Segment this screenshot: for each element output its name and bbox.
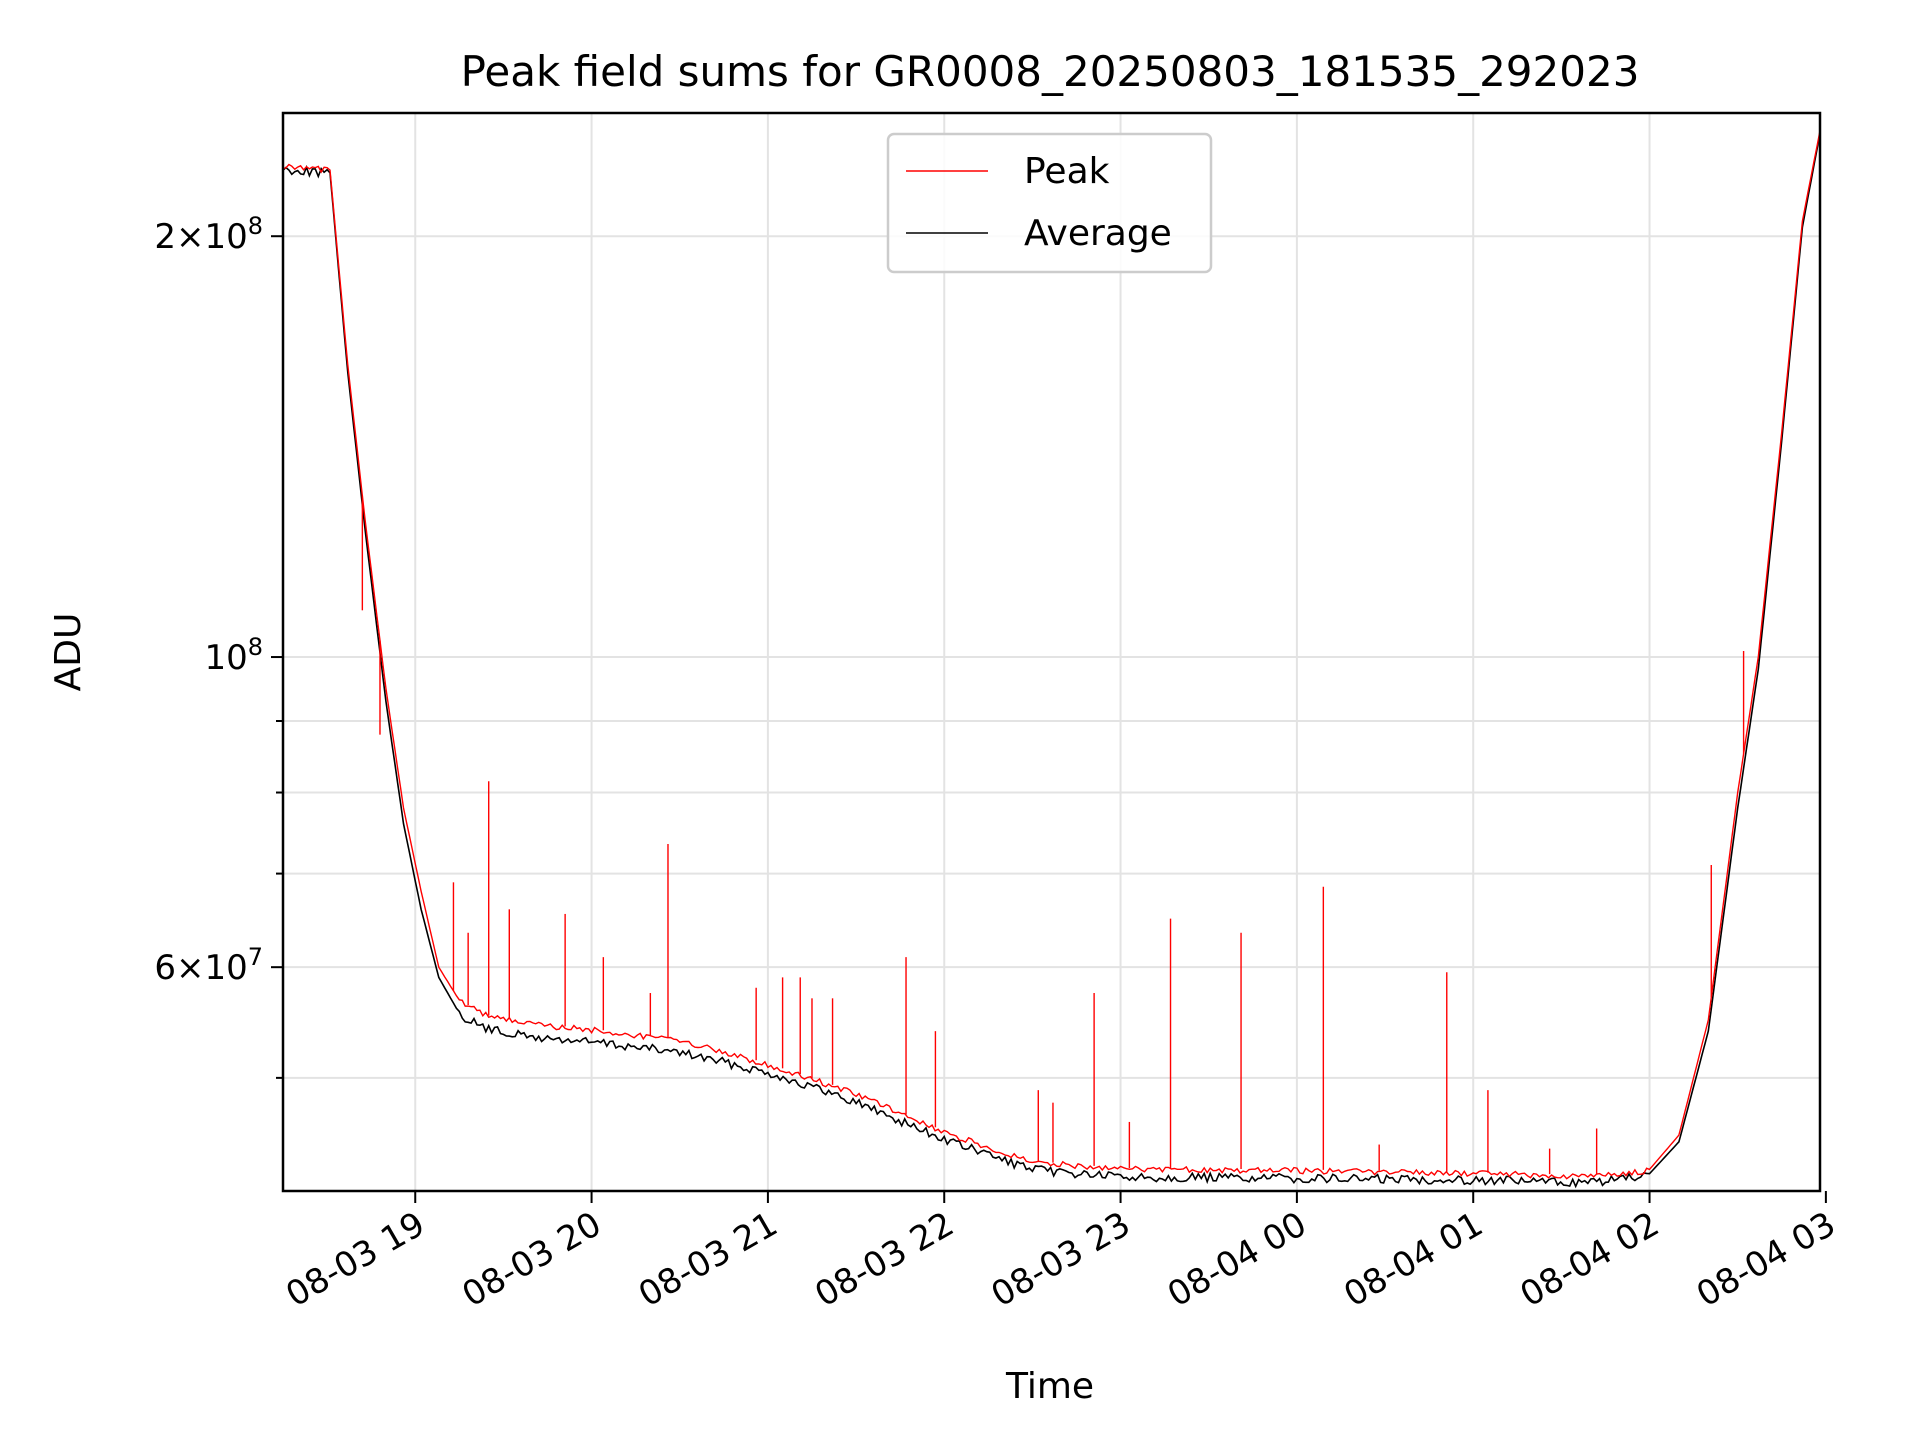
plot-area	[283, 130, 1820, 1189]
x-tick-label: 08-04 00	[1161, 1204, 1313, 1315]
series-average-line	[283, 133, 1820, 1189]
grid-lines	[283, 113, 1820, 1191]
y-tick-label: 6×107	[154, 943, 263, 988]
x-axis-ticks: 08-03 19 08-03 20 08-03 21 08-03 22 08-03 23…	[279, 1191, 1842, 1315]
legend: Peak Average	[886, 132, 1213, 274]
y-axis-label: ADU	[48, 613, 89, 692]
series-peak-line	[283, 130, 1820, 1180]
axes-frame	[281, 111, 1822, 1193]
x-tick-label: 08-04 01	[1337, 1204, 1489, 1315]
legend-label-peak: Peak	[1024, 151, 1110, 192]
x-tick-label: 08-03 22	[808, 1204, 960, 1315]
x-tick-label: 08-03 21	[632, 1204, 784, 1315]
x-tick-label: 08-03 19	[279, 1204, 431, 1315]
x-axis-label: Time	[1005, 1366, 1094, 1407]
x-tick-label: 08-04 02	[1514, 1204, 1666, 1315]
chart-title: Peak field sums for GR0008_20250803_1815…	[461, 47, 1640, 96]
x-tick-label: 08-03 23	[985, 1204, 1137, 1315]
y-tick-label: 2×108	[154, 212, 263, 257]
legend-label-average: Average	[1024, 213, 1172, 254]
y-axis-ticks: 2×108 108 6×107	[154, 212, 283, 1079]
series-group	[283, 130, 1820, 1189]
legend-box	[886, 132, 1213, 274]
x-tick-label: 08-03 20	[456, 1204, 608, 1315]
y-tick-label: 108	[204, 633, 263, 678]
x-tick-label: 08-04 03	[1690, 1204, 1842, 1315]
